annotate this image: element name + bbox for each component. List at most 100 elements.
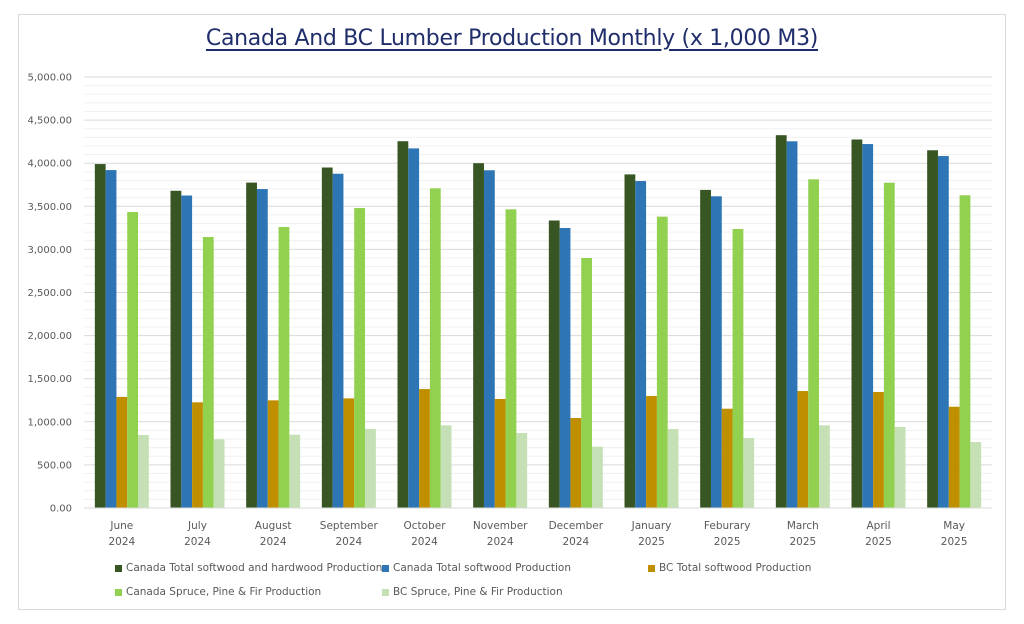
bar <box>656 216 668 509</box>
bar <box>797 391 809 508</box>
bar <box>440 425 452 508</box>
bar <box>365 429 376 508</box>
x-tick-label-month: December <box>549 520 604 532</box>
bar <box>646 396 657 508</box>
bar <box>808 179 820 508</box>
y-tick-label: 4,500.00 <box>27 116 72 127</box>
bar <box>494 398 506 508</box>
bar <box>624 174 636 508</box>
bar <box>397 141 409 508</box>
bar <box>289 434 301 508</box>
bar <box>862 144 874 508</box>
x-axis-ticks: June 2024 July 2024 August 2024 September 2024 O… <box>84 507 992 548</box>
x-tick-label-year: 2024 <box>411 536 438 548</box>
bar <box>429 188 441 509</box>
bar <box>483 170 495 508</box>
bar <box>883 182 895 508</box>
x-tick-label-year: 2024 <box>487 536 514 548</box>
bar <box>710 196 722 509</box>
legend-item: Canada Total softwood and hardwood Produ… <box>115 562 382 574</box>
legend-swatch <box>115 588 122 596</box>
bar <box>894 426 906 508</box>
legend-label: Canada Spruce, Pine & Fir Production <box>126 586 322 598</box>
bar <box>743 438 755 508</box>
bar <box>700 189 711 508</box>
bar <box>354 208 366 509</box>
bar <box>959 195 971 508</box>
legend-swatch <box>115 564 122 572</box>
bar <box>851 139 863 508</box>
x-tick-label-month: May <box>943 520 965 532</box>
x-tick-label-year: 2024 <box>184 536 211 548</box>
bar <box>516 433 528 508</box>
bar <box>332 173 344 508</box>
bar <box>786 141 798 508</box>
legend-item: BC Total softwood Production <box>648 562 811 574</box>
bar <box>181 195 193 508</box>
bar <box>732 228 744 509</box>
bar <box>127 211 139 508</box>
bar <box>138 434 149 508</box>
bar <box>473 163 484 508</box>
y-axis-ticks: 0.00 500.00 1,000.00 1,500.00 2,000.00 2,500.… <box>27 73 72 515</box>
legend-item: Canada Total softwood Production <box>382 562 571 574</box>
bar <box>559 228 571 508</box>
gridlines <box>84 76 992 500</box>
bar <box>278 226 290 508</box>
x-tick-label-year: 2024 <box>335 536 362 548</box>
bar <box>343 398 355 508</box>
y-tick-label: 2,500.00 <box>27 288 72 299</box>
legend-swatch <box>648 564 655 572</box>
bar <box>873 391 884 508</box>
x-tick-label-month: November <box>473 520 528 532</box>
bar <box>721 408 733 508</box>
x-tick-label-month: June <box>109 520 133 532</box>
bar <box>202 236 214 509</box>
x-tick-label-year: 2025 <box>789 536 816 548</box>
legend-label: BC Spruce, Pine & Fir Production <box>393 586 563 598</box>
x-tick-label-year: 2025 <box>714 536 741 548</box>
bar <box>256 189 268 508</box>
legend-label: BC Total softwood Production <box>659 562 812 574</box>
y-tick-label: 5,000.00 <box>27 73 72 84</box>
legend-label: Canada Total softwood Production <box>393 562 571 574</box>
y-tick-label: 3,500.00 <box>27 202 72 213</box>
bar <box>667 429 679 508</box>
x-tick-label-month: October <box>403 520 446 532</box>
x-tick-label-month: September <box>320 520 379 532</box>
bar <box>819 425 830 508</box>
legend-swatch <box>382 588 389 596</box>
x-tick-label-year: 2025 <box>865 536 892 548</box>
bar <box>927 150 938 508</box>
y-tick-label: 4,000.00 <box>27 159 72 170</box>
legend-item: Canada Spruce, Pine & Fir Production <box>115 586 321 598</box>
x-tick-label-month: Feburary <box>704 520 751 532</box>
bar <box>937 156 949 508</box>
x-tick-label-month: August <box>255 520 292 532</box>
y-tick-label: 2,000.00 <box>27 331 72 342</box>
x-tick-label-month: April <box>867 520 891 532</box>
y-tick-label: 1,500.00 <box>27 374 72 385</box>
x-tick-label-year: 2024 <box>260 536 287 548</box>
x-tick-label-year: 2025 <box>638 536 665 548</box>
chart-title: Canada And BC Lumber Production Monthly … <box>205 26 819 51</box>
bar <box>94 164 106 508</box>
x-tick-label-month: January <box>631 520 672 532</box>
y-tick-label: 0.00 <box>50 504 72 515</box>
bar <box>170 190 182 508</box>
bar <box>970 441 982 508</box>
bar <box>246 182 257 508</box>
legend-swatch <box>382 564 389 572</box>
bar <box>213 439 225 508</box>
x-tick-label-year: 2025 <box>941 536 968 548</box>
y-tick-label: 1,000.00 <box>27 417 72 428</box>
bar <box>581 258 593 508</box>
bar <box>116 396 128 508</box>
y-tick-label: 500.00 <box>37 460 72 471</box>
bar <box>505 209 517 508</box>
bars <box>94 135 982 509</box>
bar <box>105 170 117 508</box>
bar <box>267 400 279 508</box>
bar <box>419 389 430 508</box>
